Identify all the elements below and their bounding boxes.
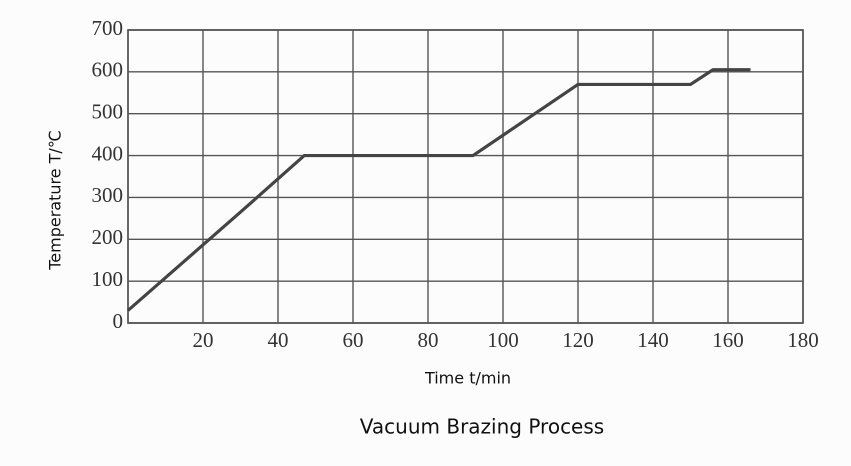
y-tick-label: 100: [92, 267, 124, 291]
y-axis-label: Temperature T/℃: [46, 130, 65, 271]
plot-frame: [127, 29, 804, 324]
x-tick-label: 20: [193, 328, 214, 352]
x-axis-label: Time t/min: [424, 369, 511, 388]
y-tick-label: 0: [113, 309, 124, 333]
data-line: [126, 68, 751, 312]
chart-title: Vacuum Brazing Process: [360, 415, 604, 439]
y-tick-label: 200: [92, 225, 124, 249]
x-tick-label: 180: [787, 328, 819, 352]
x-tick-label: 140: [637, 328, 669, 352]
y-tick-label: 600: [92, 58, 124, 82]
y-tick-label: 300: [92, 183, 124, 207]
x-tick-label: 160: [712, 328, 744, 352]
x-tick-label: 80: [418, 328, 439, 352]
y-tick-label: 400: [92, 141, 124, 165]
y-tick-label: 500: [92, 100, 124, 124]
x-tick-label: 60: [343, 328, 364, 352]
x-tick-label: 40: [268, 328, 289, 352]
y-tick-label: 700: [92, 16, 124, 40]
x-tick-label: 100: [487, 328, 519, 352]
x-tick-label: 120: [562, 328, 594, 352]
